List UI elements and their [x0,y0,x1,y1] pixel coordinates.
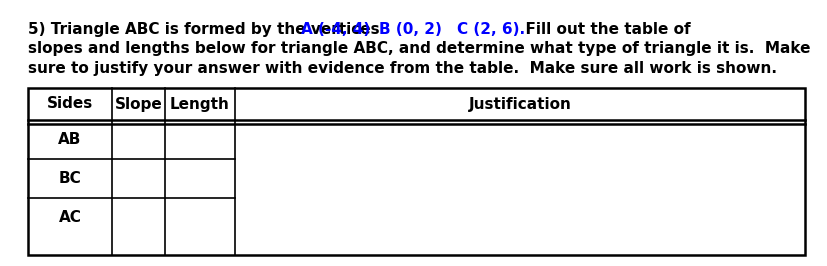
Text: C (2, 6).: C (2, 6). [457,22,524,37]
Text: sure to justify your answer with evidence from the table.  Make sure all work is: sure to justify your answer with evidenc… [28,61,776,76]
Text: Sides: Sides [47,97,93,111]
Text: AB: AB [58,132,82,147]
Text: Fill out the table of: Fill out the table of [515,22,691,37]
Text: A (-4, 4): A (-4, 4) [301,22,370,37]
Bar [28,88,804,255]
Text: 5) Triangle ABC is formed by the vertices: 5) Triangle ABC is formed by the vertice… [28,22,385,37]
Text: slopes and lengths below for triangle ABC, and determine what type of triangle i: slopes and lengths below for triangle AB… [28,41,810,56]
Text: BC: BC [59,171,81,186]
Text: Justification: Justification [468,97,571,111]
Text: Slope: Slope [114,97,162,111]
Text: Length: Length [170,97,230,111]
Text: B (0, 2): B (0, 2) [379,22,442,37]
Text: AC: AC [59,210,81,225]
